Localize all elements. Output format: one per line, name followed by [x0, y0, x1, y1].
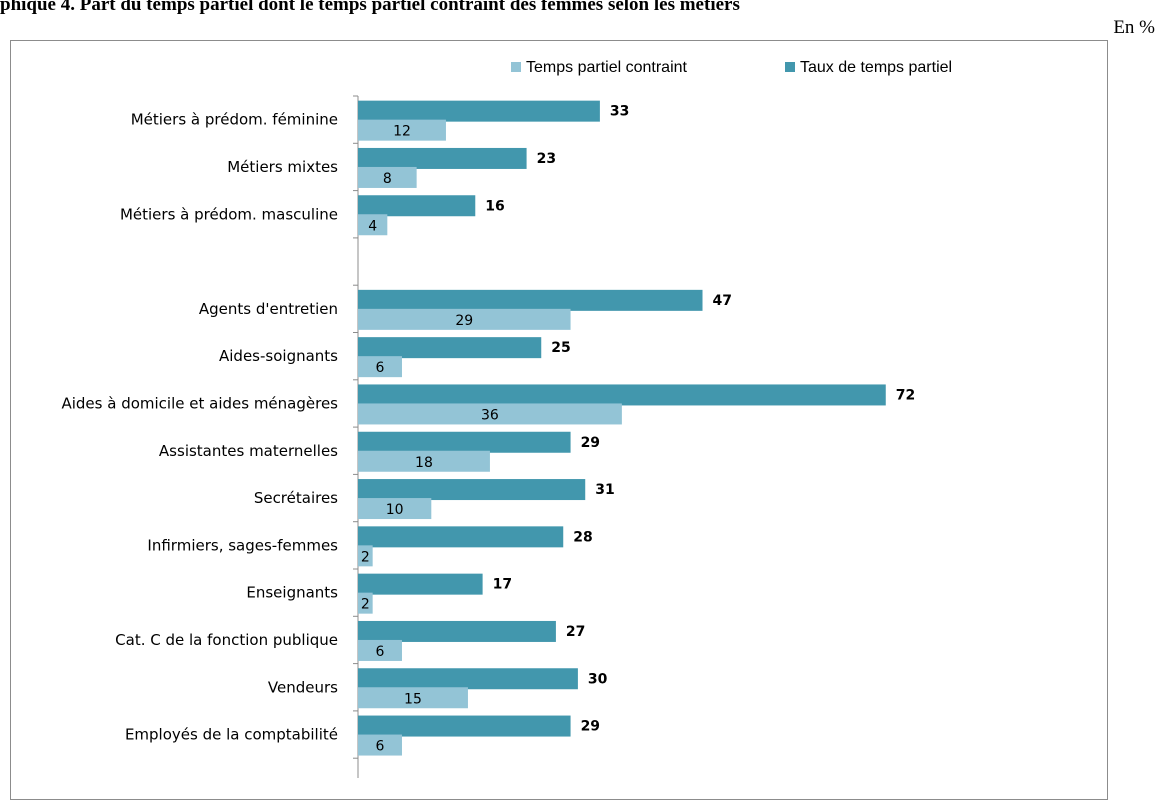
legend-swatch-temps-partiel-contraint — [511, 62, 521, 72]
data-label-contraint: 10 — [386, 502, 404, 518]
bar-taux-temps-partiel — [358, 195, 476, 217]
data-label-taux: 47 — [713, 293, 732, 309]
bar-temps-partiel-contraint — [358, 639, 402, 661]
category-label: Vendeurs — [268, 678, 338, 696]
data-label-contraint: 18 — [415, 455, 433, 471]
category-label: Agents d'entretien — [199, 300, 338, 318]
bar-temps-partiel-contraint — [358, 119, 446, 141]
bars-group — [358, 100, 886, 756]
bar-taux-temps-partiel — [358, 100, 600, 122]
bar-temps-partiel-contraint — [358, 403, 622, 425]
legend-label-temps-partiel-contraint: Temps partiel contraint — [526, 59, 688, 76]
category-label: Aides à domicile et aides ménagères — [61, 394, 338, 412]
chart-title: phique 4. Part du temps partiel dont le … — [0, 0, 740, 15]
data-label-contraint: 29 — [455, 313, 473, 329]
bar-temps-partiel-contraint — [358, 308, 571, 330]
bar-temps-partiel-contraint — [358, 214, 388, 236]
data-label-contraint: 12 — [393, 124, 411, 140]
data-label-contraint: 4 — [368, 218, 377, 234]
category-label: Cat. C de la fonction publique — [115, 631, 338, 649]
data-label-taux: 72 — [896, 387, 915, 403]
legend-swatch-taux-temps-partiel — [785, 62, 795, 72]
bar-taux-temps-partiel — [358, 431, 571, 453]
data-label-taux: 28 — [573, 529, 592, 545]
bar-taux-temps-partiel — [358, 715, 571, 737]
data-label-contraint: 8 — [383, 171, 392, 187]
labels-group: Métiers à prédom. féminine 33 12 Métiers mi… — [61, 104, 915, 755]
bar-temps-partiel-contraint — [358, 450, 490, 472]
bar-taux-temps-partiel — [358, 668, 578, 690]
bar-taux-temps-partiel — [358, 289, 703, 311]
bar-taux-temps-partiel — [358, 526, 564, 548]
category-label: Assistantes maternelles — [159, 442, 338, 460]
data-label-taux: 16 — [485, 198, 504, 214]
bar-temps-partiel-contraint — [358, 498, 432, 520]
bar-taux-temps-partiel — [358, 337, 542, 359]
data-label-contraint: 6 — [376, 644, 385, 660]
category-label: Secrétaires — [254, 489, 338, 507]
chart-legend: Temps partiel contraint Taux de temps par… — [511, 59, 952, 76]
category-label: Métiers à prédom. masculine — [120, 205, 338, 223]
data-label-taux: 31 — [595, 482, 614, 498]
data-label-contraint: 15 — [404, 691, 422, 707]
data-label-taux: 17 — [493, 577, 512, 593]
bar-taux-temps-partiel — [358, 147, 527, 169]
category-label: Enseignants — [246, 584, 338, 602]
category-label: Métiers mixtes — [227, 158, 338, 176]
category-label: Employés de la comptabilité — [125, 726, 338, 744]
unit-label: En % — [1113, 17, 1155, 38]
category-label: Aides-soignants — [219, 347, 338, 365]
bar-taux-temps-partiel — [358, 384, 886, 406]
data-label-contraint: 6 — [376, 739, 385, 755]
data-label-taux: 29 — [581, 719, 600, 735]
bar-taux-temps-partiel — [358, 573, 483, 595]
bar-temps-partiel-contraint — [358, 166, 417, 188]
category-label: Infirmiers, sages-femmes — [147, 536, 338, 554]
category-axis — [353, 95, 359, 778]
bar-taux-temps-partiel — [358, 620, 556, 642]
bar-temps-partiel-contraint — [358, 545, 373, 567]
bar-taux-temps-partiel — [358, 479, 586, 501]
bar-temps-partiel-contraint — [358, 592, 373, 614]
bar-chart: Temps partiel contraint Taux de temps par… — [61, 59, 952, 778]
data-label-contraint: 36 — [481, 407, 499, 423]
data-label-contraint: 6 — [376, 360, 385, 376]
data-label-taux: 23 — [537, 151, 556, 167]
data-label-taux: 33 — [610, 104, 629, 120]
data-label-taux: 27 — [566, 624, 585, 640]
category-label: Métiers à prédom. féminine — [131, 111, 338, 129]
data-label-taux: 30 — [588, 671, 608, 687]
bar-temps-partiel-contraint — [358, 356, 402, 378]
data-label-contraint: 2 — [361, 597, 370, 613]
bar-temps-partiel-contraint — [358, 734, 402, 756]
data-label-contraint: 2 — [361, 549, 370, 565]
legend-label-taux-temps-partiel: Taux de temps partiel — [800, 59, 952, 76]
data-label-taux: 29 — [581, 435, 600, 451]
bar-temps-partiel-contraint — [358, 687, 468, 709]
data-label-taux: 25 — [551, 340, 570, 356]
